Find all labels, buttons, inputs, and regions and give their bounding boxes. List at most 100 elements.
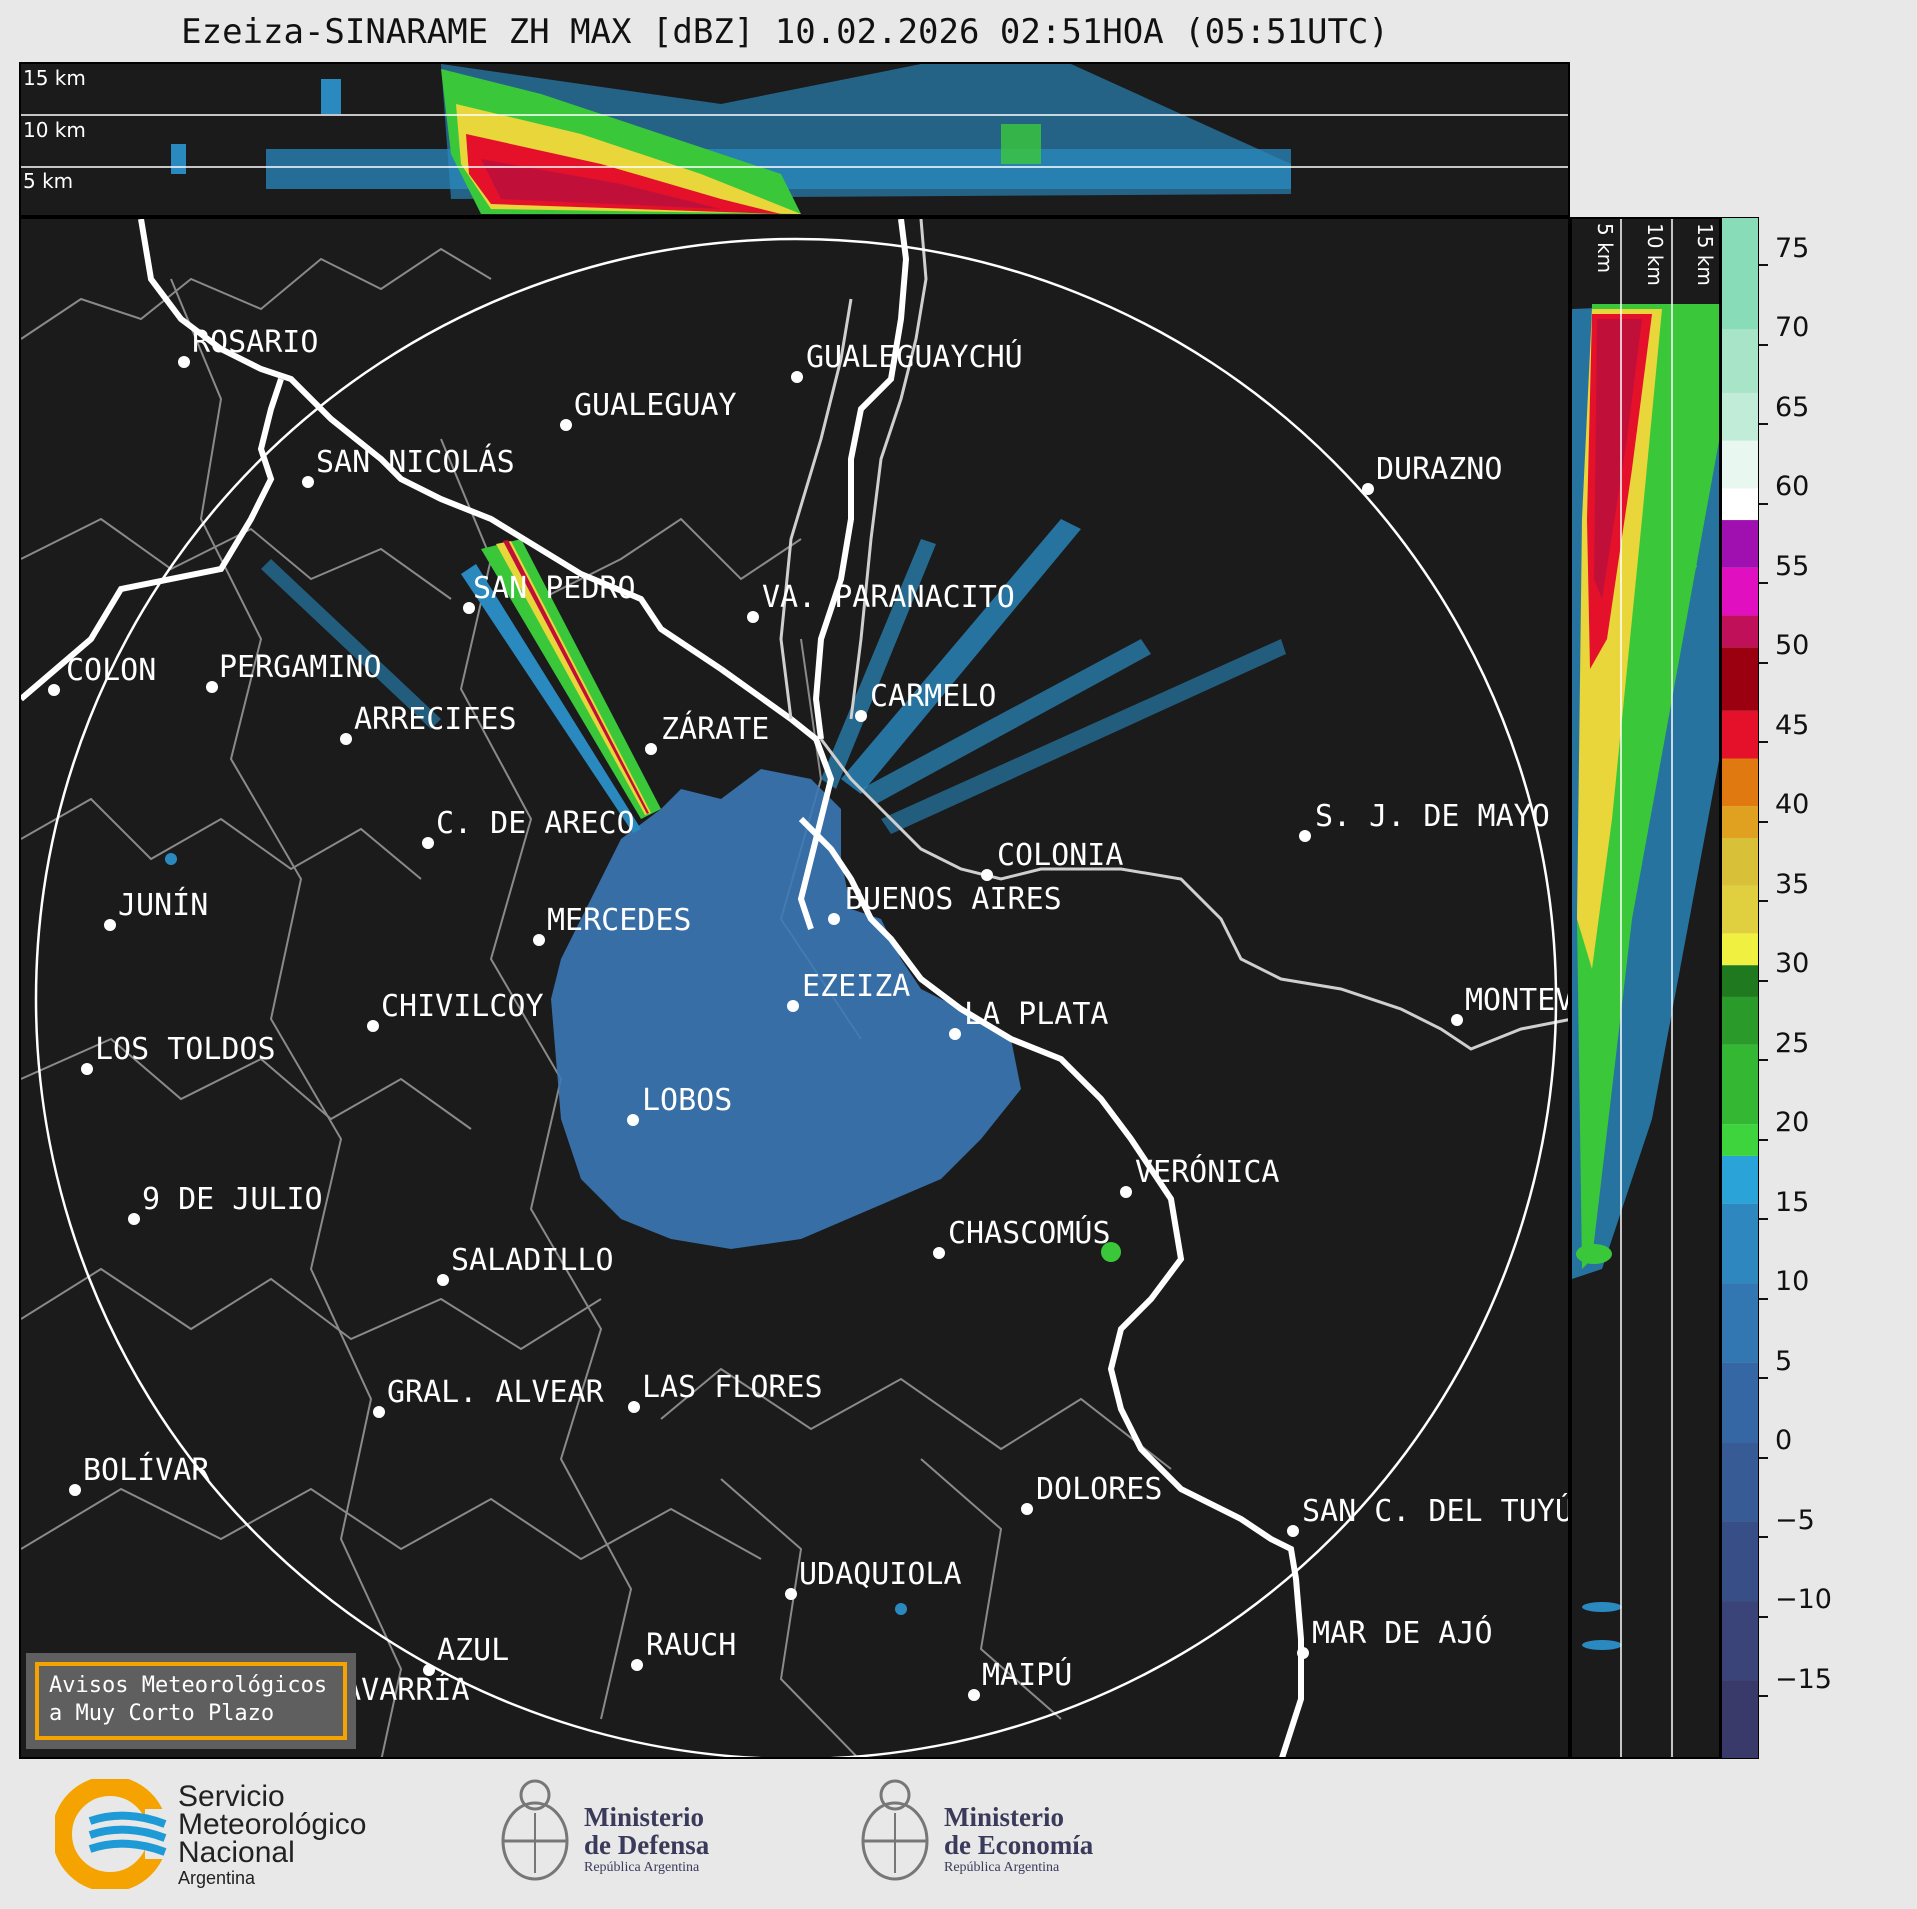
colorbar-band bbox=[1722, 647, 1758, 711]
city-label-lobos: LOBOS bbox=[642, 1083, 732, 1118]
top-vertical-profile: 15 km 10 km 5 km bbox=[19, 62, 1570, 217]
secondary-rivers-borders bbox=[779, 219, 1568, 1051]
top-profile-svg bbox=[21, 64, 1568, 214]
city-label-azul: AZUL bbox=[437, 1633, 509, 1668]
city-labels: ROSARIO GUALEGUAYCHÚ GUALEGUAY SAN NICOL… bbox=[66, 325, 1570, 1708]
colorbar-tick-label: −10 bbox=[1759, 1584, 1832, 1631]
colorbar-band bbox=[1722, 440, 1758, 489]
colorbar-band bbox=[1722, 933, 1758, 966]
defensa-coat-of-arms-icon bbox=[501, 1779, 569, 1881]
city-label-la-plata: LA PLATA bbox=[964, 997, 1109, 1032]
city-label-s-j-de-mayo: S. J. DE MAYO bbox=[1315, 799, 1550, 834]
city-label-los-toldos: LOS TOLDOS bbox=[95, 1032, 276, 1067]
top-alt-label-10km: 10 km bbox=[23, 118, 86, 142]
city-label-san-nicolas: SAN NICOLÁS bbox=[316, 444, 515, 480]
radar-map: ROSARIO GUALEGUAYCHÚ GUALEGUAY SAN NICOL… bbox=[19, 217, 1570, 1759]
defensa-line-1: Ministerio bbox=[584, 1802, 704, 1832]
side-vertical-profile: 5 km 10 km 15 km bbox=[1570, 217, 1721, 1759]
colorbar-band bbox=[1722, 806, 1758, 838]
city-label-montevideo: MONTEVIDEO bbox=[1465, 983, 1570, 1018]
colorbar-band bbox=[1722, 1601, 1758, 1681]
aviso-line-1: Avisos Meteorológicos bbox=[49, 1673, 328, 1698]
colorbar-band bbox=[1722, 1203, 1758, 1284]
colorbar-tick-labels: 75 70 65 60 55 50 45 40 35 30 25 20 15 10 5 0 −5 −10 −15 bbox=[1759, 217, 1879, 1759]
colorbar-band bbox=[1722, 1283, 1758, 1363]
smn-line-3: Nacional bbox=[178, 1836, 295, 1869]
smn-logo-text: Servicio Meteorológico Nacional Argentin… bbox=[178, 1780, 367, 1889]
city-dots bbox=[48, 356, 1463, 1716]
colorbar-tick-label: 55 bbox=[1759, 551, 1809, 598]
colorbar-band bbox=[1722, 392, 1758, 441]
colorbar-tick-label: 20 bbox=[1759, 1107, 1809, 1154]
economia-line-2: de Economía bbox=[944, 1830, 1094, 1860]
coast-and-borders bbox=[21, 219, 1304, 1757]
colorbar-tick-label: 5 bbox=[1759, 1346, 1792, 1393]
colorbar-tick-label: 70 bbox=[1759, 312, 1809, 359]
smn-logo-icon bbox=[55, 1779, 175, 1889]
side-profile-svg: 5 km 10 km 15 km bbox=[1572, 219, 1719, 1757]
colorbar-band bbox=[1722, 1155, 1758, 1204]
colorbar-band bbox=[1722, 1124, 1758, 1156]
colorbar-tick-label: 65 bbox=[1759, 392, 1809, 439]
colorbar-tick-label: 0 bbox=[1759, 1425, 1792, 1472]
colorbar-band bbox=[1722, 615, 1758, 648]
colorbar-band bbox=[1722, 488, 1758, 521]
colorbar-tick-label: 10 bbox=[1759, 1266, 1809, 1313]
colorbar-tick-label: 35 bbox=[1759, 869, 1809, 916]
city-label-san-c-del-tuyu: SAN C. DEL TUYÚ bbox=[1302, 1492, 1570, 1529]
city-label-arrecifes: ARRECIFES bbox=[354, 702, 517, 737]
city-label-bolivar: BOLÍVAR bbox=[83, 1452, 210, 1488]
colorbar-band bbox=[1722, 329, 1758, 393]
colorbar-band bbox=[1722, 837, 1758, 886]
colorbar-band bbox=[1722, 710, 1758, 759]
city-label-gualeguaychu: GUALEGUAYCHÚ bbox=[806, 338, 1023, 375]
smn-line-4: Argentina bbox=[178, 1868, 256, 1888]
radar-echoes bbox=[165, 519, 1286, 1615]
city-label-mercedes: MERCEDES bbox=[547, 903, 692, 938]
colorbar-tick-label: 50 bbox=[1759, 630, 1809, 677]
colorbar-band bbox=[1722, 520, 1758, 568]
smn-line-2: Meteorológico bbox=[178, 1808, 367, 1841]
map-svg: ROSARIO GUALEGUAYCHÚ GUALEGUAY SAN NICOL… bbox=[21, 219, 1570, 1757]
aviso-box: Avisos Meteorológicos a Muy Corto Plazo bbox=[26, 1653, 356, 1749]
colorbar-band bbox=[1722, 996, 1758, 1045]
city-label-dolores: DOLORES bbox=[1036, 1472, 1162, 1507]
defensa-logo-text: Ministerio de Defensa República Argentin… bbox=[584, 1803, 709, 1877]
economia-line-1: Ministerio bbox=[944, 1802, 1064, 1832]
top-alt-label-15km: 15 km bbox=[23, 66, 86, 90]
city-label-chascomus: CHASCOMÚS bbox=[948, 1214, 1111, 1251]
colorbar-tick-label: 30 bbox=[1759, 948, 1809, 995]
city-label-chivilcoy: CHIVILCOY bbox=[381, 989, 544, 1024]
colorbar-tick-label: 25 bbox=[1759, 1028, 1809, 1075]
colorbar-band bbox=[1722, 1680, 1758, 1758]
side-alt-label-10km: 10 km bbox=[1643, 223, 1667, 286]
colorbar-tick-label: 60 bbox=[1759, 471, 1809, 518]
colorbar-band bbox=[1722, 1362, 1758, 1443]
economia-logo-text: Ministerio de Economía República Argenti… bbox=[944, 1803, 1093, 1877]
colorbar-band bbox=[1722, 885, 1758, 934]
city-label-rosario: ROSARIO bbox=[192, 325, 318, 360]
city-label-buenos-aires: BUENOS AIRES bbox=[845, 882, 1062, 917]
city-label-gualeguay: GUALEGUAY bbox=[574, 388, 737, 423]
top-echo-bands bbox=[171, 64, 1291, 214]
smn-line-1: Servicio bbox=[178, 1780, 285, 1813]
city-label-colon: COLON bbox=[66, 653, 156, 688]
colorbar-tick-label: 75 bbox=[1759, 233, 1809, 280]
colorbar-gradient bbox=[1722, 218, 1758, 1758]
colorbar-band bbox=[1722, 965, 1758, 997]
footer: Servicio Meteorológico Nacional Argentin… bbox=[0, 1759, 1917, 1909]
side-alt-label-15km: 15 km bbox=[1693, 223, 1717, 286]
city-label-junin: JUNÍN bbox=[118, 887, 208, 923]
city-label-villa-paranacito: VA. PARANACITO bbox=[762, 580, 1015, 615]
city-label-ezeiza: EZEIZA bbox=[802, 969, 910, 1004]
colorbar bbox=[1721, 217, 1759, 1759]
defensa-line-2: de Defensa bbox=[584, 1830, 710, 1860]
colorbar-band bbox=[1722, 567, 1758, 616]
colorbar-band bbox=[1722, 1044, 1758, 1125]
top-alt-label-5km: 5 km bbox=[23, 169, 74, 193]
city-label-carmelo: CARMELO bbox=[870, 679, 996, 714]
city-label-pergamino: PERGAMINO bbox=[219, 650, 382, 685]
city-label-saladillo: SALADILLO bbox=[451, 1243, 614, 1278]
city-label-las-flores: LAS FLORES bbox=[642, 1370, 823, 1405]
city-label-maipu: MAIPÚ bbox=[982, 1656, 1072, 1693]
